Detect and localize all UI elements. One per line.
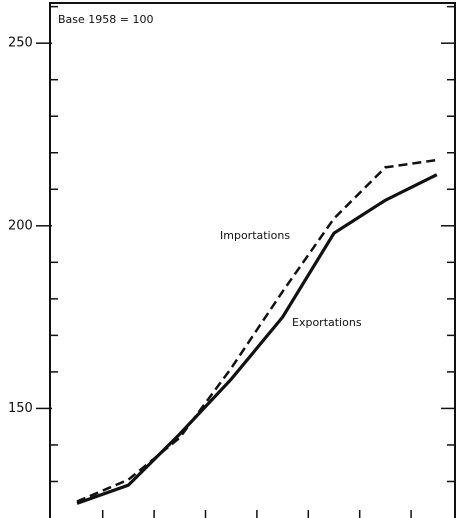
y-tick-label: 250 xyxy=(8,36,33,51)
series-label: Importations xyxy=(220,229,290,242)
y-tick-label: 150 xyxy=(8,401,33,416)
series-line xyxy=(76,173,438,505)
plot-frame xyxy=(49,2,456,518)
base-note: Base 1958 = 100 xyxy=(58,13,153,26)
series-label: Exportations xyxy=(292,316,362,329)
series-line xyxy=(76,158,437,503)
y-tick-label: 200 xyxy=(8,218,33,233)
